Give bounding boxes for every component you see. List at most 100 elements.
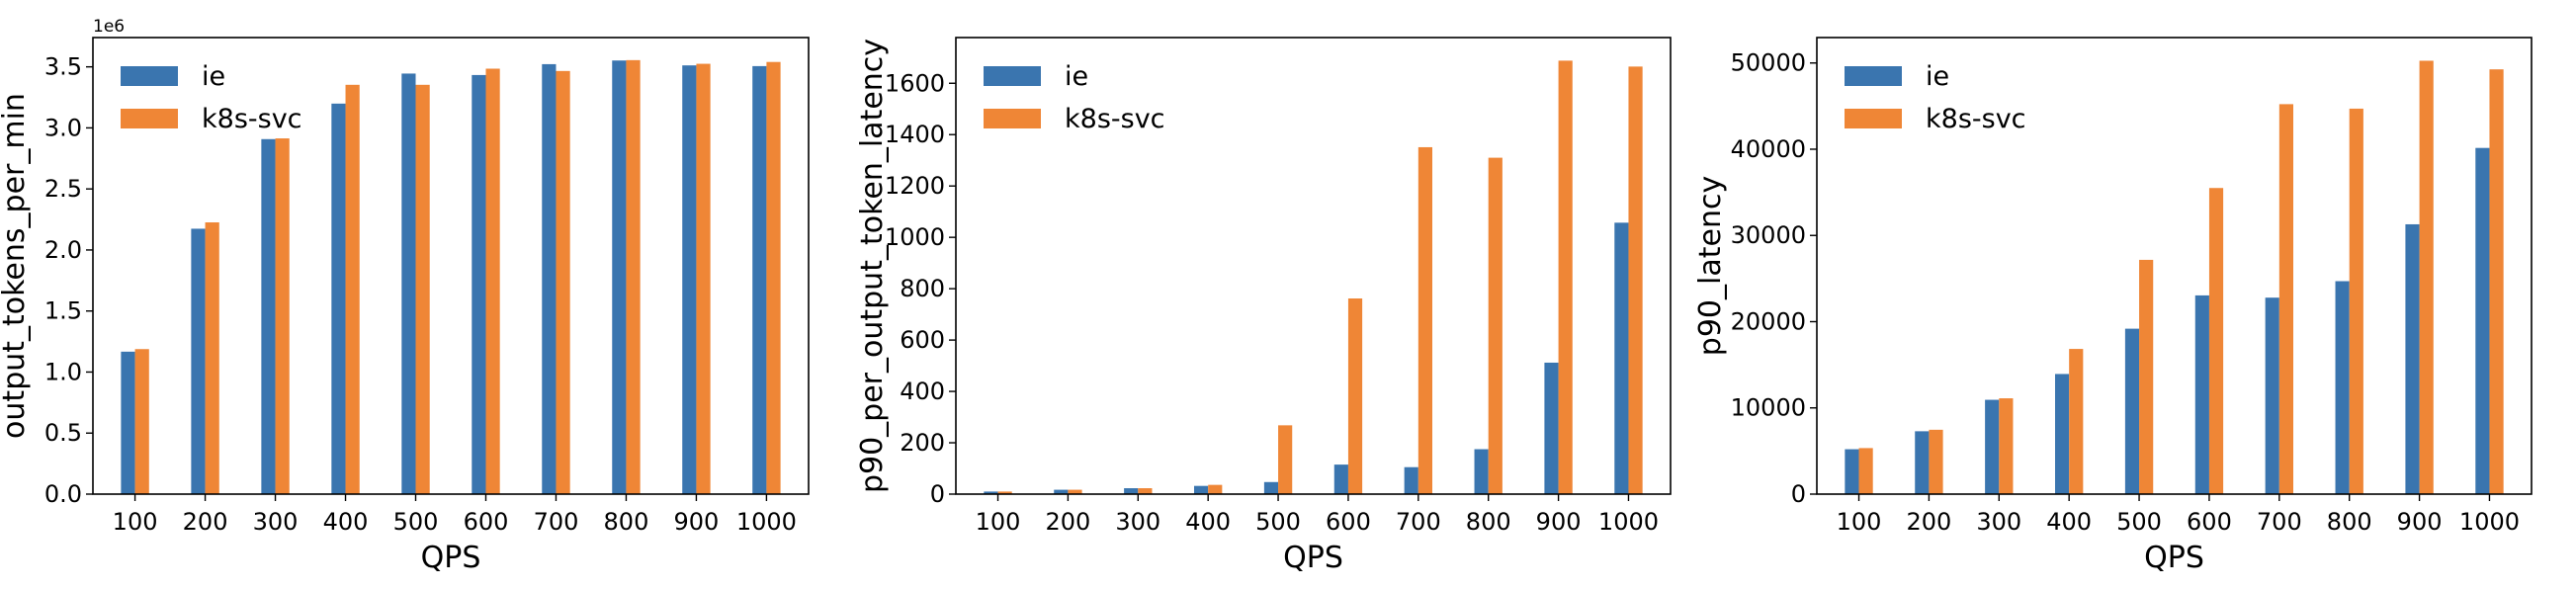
bar-k8s-svc-200 [1929,429,1943,494]
chart-2: 100 200 300 400 500 600 700 800 900 1000 0 200 400 60… [855,37,1672,575]
bar-ie-900 [1544,362,1559,494]
x-tick-label: 900 [1536,508,1582,536]
bar-k8s-svc-400 [2069,349,2084,494]
bar-k8s-svc-900 [1558,60,1573,494]
bar-ie-800 [1474,449,1489,494]
x-axis-label: QPS [2144,541,2204,575]
x-tick-label: 1000 [2459,508,2520,536]
bar-k8s-svc-300 [275,138,290,495]
x-tick-label: 500 [1255,508,1301,536]
bar-k8s-svc-900 [696,63,711,494]
y-tick-label: 1600 [885,69,945,97]
y-tick-label: 2.5 [44,175,82,203]
y-tick-label: 1000 [885,223,945,251]
x-tick-label: 300 [253,508,299,536]
x-tick-label: 1000 [736,508,797,536]
x-tick-label: 100 [1837,508,1882,536]
bar-k8s-svc-500 [2139,259,2154,494]
x-tick-label: 200 [1046,508,1091,536]
chart-3: 100 200 300 400 500 600 700 800 900 1000010000200… [1693,37,2533,575]
x-axis-label: QPS [1283,541,1343,575]
axes-frame [1816,37,2533,495]
legend-swatch-k8s-svc [1845,109,1902,128]
bar-k8s-svc-100 [1858,448,1873,494]
y-tick-label: 20000 [1731,307,1806,335]
x-tick-label: 800 [2327,508,2372,536]
bar-ie-100 [1845,449,1859,494]
bar-ie-900 [2405,223,2420,495]
x-tick-label: 600 [464,508,509,536]
bar-k8s-svc-700 [2278,104,2293,494]
x-tick-label: 800 [604,508,649,536]
legend-label-ie: ie [1926,61,1949,92]
bar-k8s-svc-800 [1488,157,1503,494]
y-tick-label: 0.0 [44,480,82,508]
bar-ie-300 [1985,399,2000,494]
x-axis-label: QPS [421,541,481,575]
x-tick-label: 600 [2187,508,2232,536]
bar-ie-200 [191,228,206,494]
x-tick-label: 900 [2397,508,2443,536]
bar-k8s-svc-700 [1417,146,1432,494]
bar-ie-300 [1124,488,1139,494]
x-tick-label: 800 [1466,508,1511,536]
legend-swatch-ie [1845,66,1902,86]
bar-ie-700 [542,63,557,494]
y-tick-label: 10000 [1731,394,1806,422]
legend-label-ie: ie [202,61,225,92]
x-tick-label: 700 [2257,508,2302,536]
bar-ie-600 [2194,294,2209,494]
bar-k8s-svc-900 [2419,60,2434,494]
legend-label-k8s-svc: k8s-svc [202,104,302,134]
legend-label-ie: ie [1065,61,1088,92]
y-tick-label: 0 [1791,480,1806,508]
legend-label-k8s-svc: k8s-svc [1926,104,2026,134]
bar-k8s-svc-1000 [2489,69,2504,494]
y-tick-label: 0.5 [44,419,82,447]
y-tick-label: 400 [900,378,945,405]
bar-ie-200 [1915,431,1930,494]
bar-ie-1000 [752,65,767,494]
bar-ie-900 [682,65,697,494]
x-tick-label: 500 [2116,508,2162,536]
bar-ie-1000 [2475,147,2490,494]
bar-k8s-svc-800 [2349,108,2363,494]
bar-ie-100 [984,491,998,494]
y-tick-label: 50000 [1731,49,1806,77]
x-tick-label: 700 [534,508,579,536]
bar-k8s-svc-700 [556,70,570,495]
legend-swatch-ie [984,66,1041,86]
axes-frame [955,37,1672,495]
y-axis-label: p90_latency [1693,176,1728,356]
bar-k8s-svc-800 [626,59,641,495]
bar-ie-200 [1054,489,1069,494]
x-tick-label: 100 [976,508,1021,536]
y-tick-label: 30000 [1731,221,1806,249]
y-tick-label: 1200 [885,172,945,200]
x-tick-label: 100 [113,508,158,536]
legend-swatch-ie [121,66,178,86]
bar-ie-700 [2265,297,2279,494]
bar-k8s-svc-300 [1138,488,1153,494]
bar-ie-500 [1263,481,1279,494]
legend-label-k8s-svc: k8s-svc [1065,104,1165,134]
x-tick-label: 300 [1115,508,1160,536]
x-tick-label: 400 [1185,508,1231,536]
y-tick-label: 1.0 [44,358,82,385]
x-tick-label: 200 [183,508,228,536]
x-tick-label: 400 [323,508,369,536]
bar-ie-1000 [1614,222,1629,495]
bar-k8s-svc-1000 [1628,66,1643,494]
y-axis-label: p90_per_output_token_latency [855,39,890,493]
axes-frame [92,37,810,495]
bar-k8s-svc-500 [415,84,430,495]
bar-ie-600 [1333,464,1348,494]
bar-ie-600 [472,74,486,495]
bar-k8s-svc-200 [205,222,219,494]
y-tick-label: 2.0 [44,236,82,264]
y-tick-label: 3.5 [44,53,82,81]
bar-ie-400 [2055,374,2070,494]
bar-k8s-svc-100 [997,491,1012,494]
legend-swatch-k8s-svc [121,109,178,128]
